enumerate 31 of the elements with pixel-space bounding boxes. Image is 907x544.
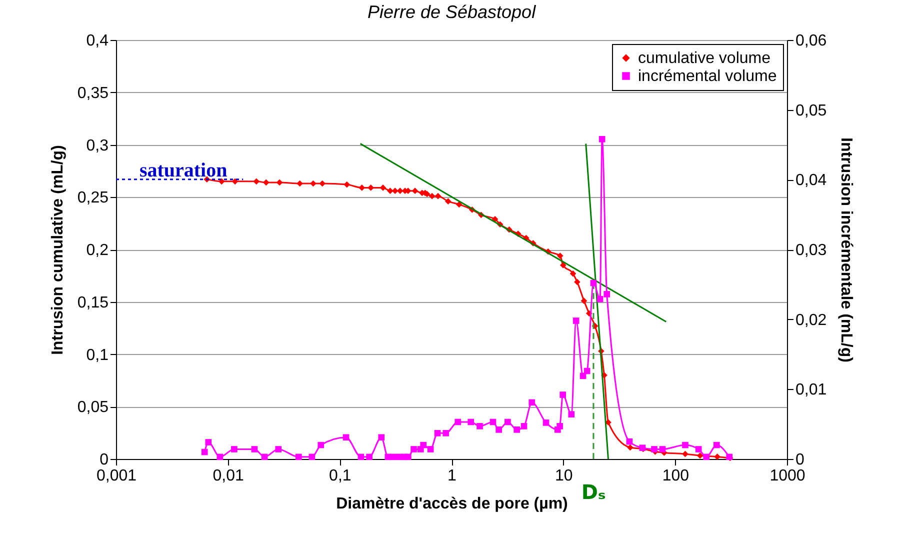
y2-tick-label: 0,04: [796, 172, 827, 190]
y-tick-label: 0,05: [77, 399, 109, 416]
y2-tick-label: 0,02: [796, 312, 827, 329]
y-tick-label: 0: [100, 452, 109, 468]
y-tick-label: 0,35: [77, 84, 109, 102]
y2-tick-label: 0: [796, 452, 804, 468]
y-tick-label: 0,2: [86, 242, 109, 259]
x-axis-title: Diamètre d'accès de pore (µm): [336, 496, 568, 512]
x-tick-label: 10: [554, 468, 573, 484]
y-tick-label: 0,1: [86, 346, 109, 364]
x-tick-label: 100: [662, 468, 690, 484]
legend-label: cumulative volume: [638, 50, 771, 67]
y2-tick-label: 0,03: [796, 242, 827, 259]
annotation: Dₛ: [581, 480, 606, 504]
y2-tick-label: 0,05: [796, 102, 827, 120]
x-tick-label: 1: [448, 468, 457, 484]
x-tick-label: 0,01: [212, 468, 244, 484]
legend-label: incrémental volume: [638, 68, 777, 85]
x-tick-label: 1000: [770, 468, 806, 484]
y2-tick-label: 0,06: [796, 32, 827, 50]
y2-tick-label: 0,01: [796, 382, 827, 399]
y2-axis-title: Intrusion incrémentale (mL/g): [838, 138, 855, 362]
y-axis-title: Intrusion cumulative (mL/g): [49, 145, 66, 355]
annotation: saturation: [139, 159, 228, 182]
y-tick-label: 0,15: [77, 294, 109, 312]
y-tick-label: 0,4: [86, 32, 109, 50]
y-tick-label: 0,3: [86, 137, 109, 154]
chart-title: Pierre de Sébastopol: [367, 2, 537, 22]
x-tick-label: 0,001: [96, 468, 137, 484]
x-tick-label: 0,1: [329, 468, 352, 484]
y-tick-label: 0,25: [77, 190, 109, 207]
